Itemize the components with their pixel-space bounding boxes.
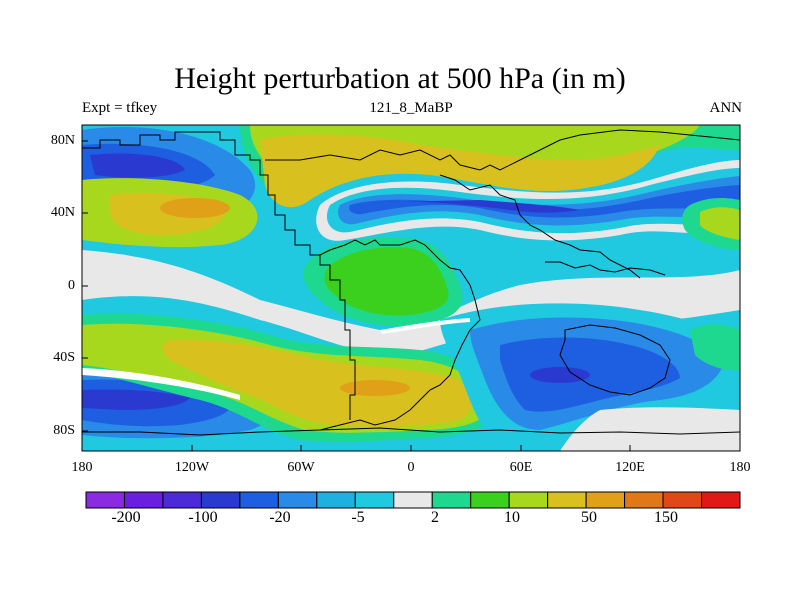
x-tick-label: 60W [287, 460, 315, 475]
colorbar-swatch [200, 491, 241, 509]
colorbar-label: 50 [581, 509, 597, 526]
colorbar-label: 150 [654, 509, 678, 526]
colorbar-swatch [431, 491, 472, 509]
colorbar-swatch [662, 491, 703, 509]
x-tick-label: 120E [615, 460, 645, 475]
x-tick-label: 180 [71, 460, 93, 475]
coastlines [82, 129, 740, 436]
y-tick-label: 80N [50, 133, 75, 148]
colorbar-swatch [393, 491, 433, 509]
y-tick-label: 40N [50, 205, 75, 220]
colorbar-swatch [508, 491, 549, 509]
colorbar-label: -100 [188, 509, 218, 526]
y-tick-label: 40S [53, 350, 75, 365]
y-tick-marks [82, 140, 88, 432]
colorbar-label: 2 [431, 509, 439, 526]
x-tick-label: 60E [509, 460, 533, 475]
x-tick-label: 120W [174, 460, 210, 475]
colorbar-swatch [123, 491, 164, 509]
x-tick-label: 180 [729, 460, 751, 475]
y-tick-label: 0 [68, 278, 75, 293]
colorbar-swatch [316, 491, 356, 509]
y-tick-label: 80S [53, 423, 75, 438]
x-tick-marks [81, 445, 741, 451]
colorbar-swatch [239, 491, 279, 509]
colorbar-swatch [162, 491, 202, 509]
colorbar-swatch [547, 491, 587, 509]
colorbar [85, 491, 741, 509]
height-field [82, 125, 740, 451]
colorbar-label: -5 [351, 509, 365, 526]
colorbar-label: -200 [111, 509, 141, 526]
colorbar-swatch [701, 491, 741, 509]
experiment-label: Expt = tfkey [82, 100, 158, 116]
season-label: ANN [709, 100, 743, 116]
colorbar-label: -20 [269, 509, 291, 526]
run-label: 121_8_MaBP [369, 100, 453, 116]
colorbar-swatch [354, 491, 395, 509]
colorbar-swatch [277, 491, 318, 509]
colorbar-swatch [624, 491, 664, 509]
colorbar-label: 10 [504, 509, 520, 526]
x-tick-label: 0 [407, 460, 415, 475]
map-title: Height perturbation at 500 hPa (in m) [174, 62, 626, 95]
colorbar-swatch [470, 491, 510, 509]
colorbar-swatch [85, 491, 125, 509]
colorbar-swatch [585, 491, 626, 509]
